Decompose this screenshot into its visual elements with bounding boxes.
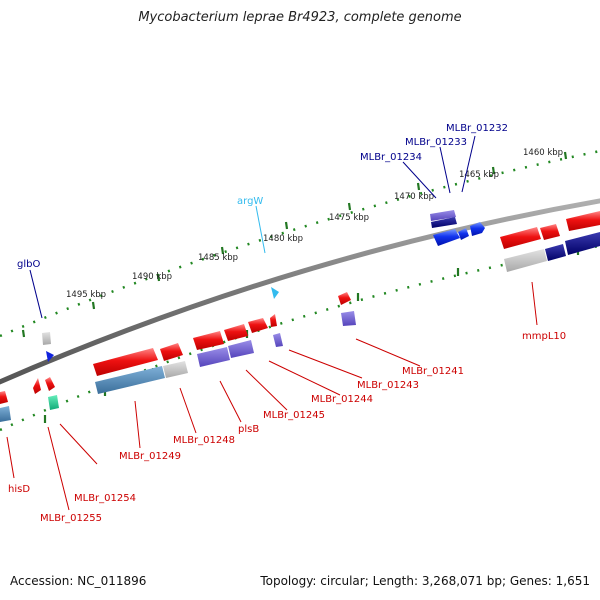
cog-box-mlbr-01241 [545, 244, 566, 261]
cog-box-right [565, 232, 600, 255]
gene-argw-arrow[interactable] [271, 287, 279, 299]
gene-mlbr-01233-arrow[interactable] [458, 228, 469, 240]
scale-label-1490: 1490 kbp [132, 272, 172, 282]
gene-mlbr-01245-arrow[interactable] [224, 324, 248, 341]
scale-label-1460: 1460 kbp [523, 148, 563, 158]
gene-mlbr-01255-arrow[interactable] [45, 377, 55, 391]
cog-box-mlbr-01245 [228, 340, 254, 358]
gene-label-mlbr-01244[interactable]: MLBr_01244 [311, 394, 373, 405]
gene-mlbr-01232-arrow[interactable] [470, 222, 485, 236]
gene-label-hisd[interactable]: hisD [8, 484, 30, 495]
gene-right-red-arrow[interactable] [566, 211, 600, 231]
genome-backbone [0, 198, 600, 385]
bottom-label-connectors [6, 281, 538, 511]
cog-boxes-inner [0, 232, 600, 422]
gene-label-glbo[interactable]: glbO [17, 259, 40, 270]
gene-mmpl10-arrow[interactable] [500, 227, 541, 249]
genes-label: Genes: [509, 574, 552, 588]
gene-label-mlbr-01255[interactable]: MLBr_01255 [40, 513, 102, 524]
genes-value: 1,651 [555, 574, 590, 588]
cog-box-glbo [42, 332, 51, 345]
gene-label-mlbr-01241[interactable]: MLBr_01241 [402, 366, 464, 377]
cog-box-mmpl10 [504, 249, 547, 272]
genome-summary: Topology: circular; Length: 3,268,071 bp… [260, 574, 590, 588]
gene-mlbr-01241-arrow[interactable] [540, 224, 560, 240]
gene-label-mlbr-01245[interactable]: MLBr_01245 [263, 410, 325, 421]
scale-label-1470: 1470 kbp [394, 192, 434, 202]
gene-label-mlbr-01254[interactable]: MLBr_01254 [74, 493, 136, 504]
topology-value: circular [320, 574, 365, 588]
gene-label-mlbr-01248[interactable]: MLBr_01248 [173, 435, 235, 446]
gene-label-mlbr-01232[interactable]: MLBr_01232 [446, 123, 508, 134]
gene-label-mlbr-01234[interactable]: MLBr_01234 [360, 152, 422, 163]
gene-label-mmpl10[interactable]: mmpL10 [522, 331, 566, 342]
gene-mlbr-01248-arrow[interactable] [160, 343, 183, 361]
cog-box-mlbr-01233 [431, 217, 457, 228]
length-value: 3,268,071 bp [421, 574, 502, 588]
gene-mlbr-01249-arrow[interactable] [93, 348, 158, 376]
cog-box-mlbr-01234 [430, 210, 456, 221]
gene-label-argw[interactable]: argW [237, 196, 263, 207]
cog-box-mlbr-01244 [273, 333, 283, 347]
cog-box-mlbr-01249 [95, 366, 165, 394]
gene-mlbr-01234-arrow[interactable] [433, 229, 460, 246]
cog-box-left [0, 406, 11, 422]
top-label-connectors [29, 135, 476, 319]
accession-value: NC_011896 [77, 574, 147, 588]
gene-label-plsb[interactable]: plsB [238, 424, 259, 435]
gene-small-red-2[interactable] [270, 314, 277, 327]
gene-mlbr-01254-arrow[interactable] [33, 378, 41, 394]
gene-plsb-arrow[interactable] [193, 331, 224, 350]
gene-mlbr-01244-arrow[interactable] [248, 318, 268, 333]
scale-label-1485: 1485 kbp [198, 253, 238, 263]
gene-small-red-1[interactable] [338, 292, 351, 305]
gene-label-mlbr-01233[interactable]: MLBr_01233 [405, 137, 467, 148]
cog-box-mlbr-01255 [48, 395, 59, 410]
scale-label-1495: 1495 kbp [66, 290, 106, 300]
outer-major-ticks [21, 151, 568, 338]
length-label: Length: [372, 574, 419, 588]
gene-label-mlbr-01249[interactable]: MLBr_01249 [119, 451, 181, 462]
accession-info: Accession: NC_011896 [10, 574, 146, 588]
cog-box-mlbr-01243 [341, 311, 356, 326]
page-title: Mycobacterium leprae Br4923, complete ge… [138, 10, 462, 25]
scale-label-1480: 1480 kbp [263, 234, 303, 244]
reverse-strand-genes [46, 222, 485, 362]
cog-boxes-outer [42, 210, 457, 345]
cog-box-plsb [197, 347, 230, 367]
cog-box-mlbr-01248 [163, 361, 188, 378]
scale-label-1475: 1475 kbp [329, 213, 369, 223]
forward-strand-genes [0, 211, 600, 404]
topology-label: Topology: [260, 574, 317, 588]
gene-left-red-arrow[interactable] [0, 391, 8, 404]
scale-label-1465: 1465 kbp [459, 170, 499, 180]
accession-label: Accession: [10, 574, 74, 588]
gene-label-mlbr-01243[interactable]: MLBr_01243 [357, 380, 419, 391]
gene-glbo-arrow[interactable] [46, 351, 54, 362]
